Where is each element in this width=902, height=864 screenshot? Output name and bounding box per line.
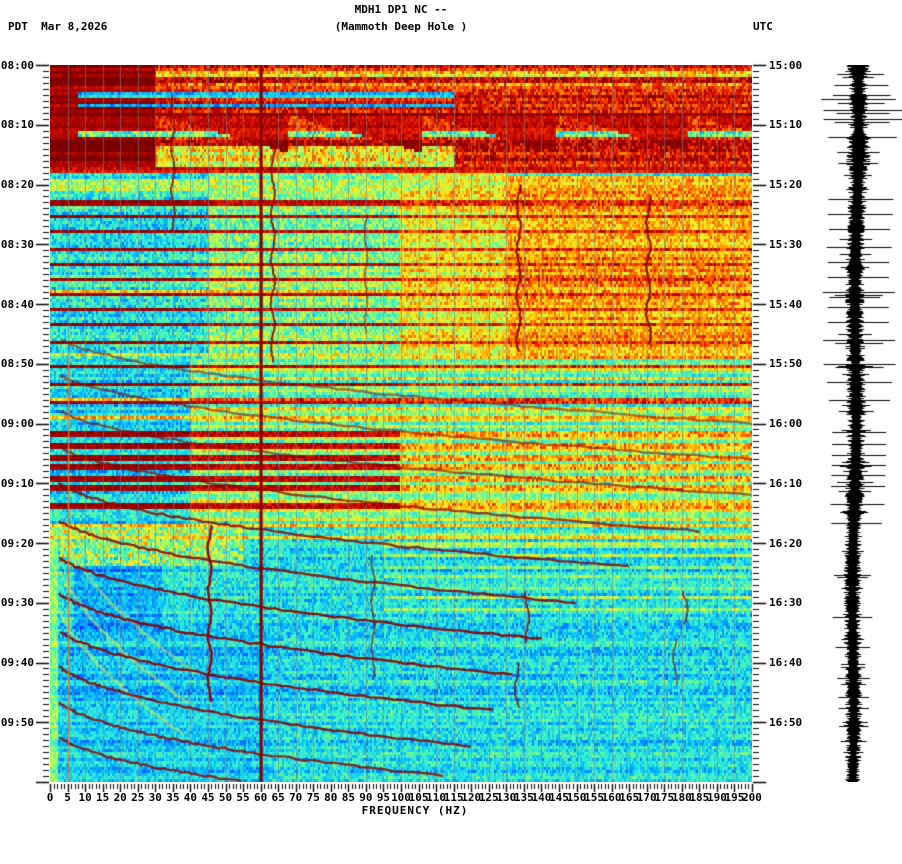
freq-tick-label: 200 bbox=[742, 791, 762, 804]
time-label-pdt: 08:00 bbox=[0, 58, 34, 72]
freq-tick-label: 140 bbox=[531, 791, 552, 804]
freq-tick-label: 110 bbox=[426, 791, 447, 804]
time-label-utc: 16:30 bbox=[769, 596, 803, 610]
time-label-utc: 16:10 bbox=[769, 476, 803, 490]
spectrogram-heatmap bbox=[50, 65, 752, 782]
time-label-utc: 15:10 bbox=[769, 118, 803, 132]
freq-tick-label: 155 bbox=[584, 791, 604, 804]
time-label-pdt: 08:40 bbox=[0, 297, 34, 311]
x-axis-title: FREQUENCY (HZ) bbox=[361, 804, 469, 817]
freq-tick-label: 60 bbox=[253, 791, 268, 804]
time-label-pdt: 09:50 bbox=[0, 715, 34, 729]
freq-tick-label: 100 bbox=[391, 791, 411, 804]
freq-tick-label: 145 bbox=[549, 791, 569, 804]
right-timezone-label: UTC bbox=[753, 20, 773, 33]
freq-tick-label: 135 bbox=[513, 791, 534, 804]
freq-tick-label: 50 bbox=[218, 791, 233, 804]
freq-tick-label: 65 bbox=[271, 791, 285, 804]
freq-tick-label: 90 bbox=[359, 791, 373, 804]
freq-tick-label: 120 bbox=[461, 791, 482, 804]
freq-tick-label: 170 bbox=[636, 791, 657, 804]
freq-tick-label: 175 bbox=[654, 791, 675, 804]
freq-tick-label: 80 bbox=[324, 791, 338, 804]
helicorder-trace bbox=[808, 65, 902, 782]
freq-tick-label: 150 bbox=[566, 791, 587, 804]
time-label-utc: 16:40 bbox=[769, 656, 803, 669]
freq-tick-label: 185 bbox=[689, 791, 710, 804]
freq-tick-label: 35 bbox=[166, 791, 180, 804]
time-label-pdt: 09:00 bbox=[0, 417, 34, 430]
time-label-pdt: 09:10 bbox=[0, 476, 34, 490]
time-label-pdt: 08:30 bbox=[0, 237, 34, 251]
figure-subtitle: (Mammoth Deep Hole ) bbox=[334, 20, 468, 33]
time-label-utc: 15:00 bbox=[769, 58, 803, 72]
freq-tick-label: 130 bbox=[496, 791, 517, 804]
freq-tick-label: 10 bbox=[78, 791, 92, 804]
freq-tick-label: 0 bbox=[46, 791, 54, 804]
freq-tick-label: 45 bbox=[201, 791, 215, 804]
freq-tick-label: 5 bbox=[64, 791, 71, 804]
time-label-pdt: 09:30 bbox=[0, 596, 34, 610]
freq-tick-label: 70 bbox=[289, 791, 303, 804]
time-label-utc: 15:30 bbox=[769, 237, 803, 251]
freq-tick-label: 25 bbox=[131, 791, 145, 804]
freq-tick-label: 20 bbox=[113, 791, 127, 804]
freq-tick-label: 95 bbox=[376, 791, 391, 804]
figure-title: MDH1 DP1 NC -- bbox=[354, 3, 448, 16]
time-label-utc: 15:50 bbox=[769, 357, 803, 371]
freq-tick-label: 105 bbox=[408, 791, 429, 804]
freq-tick-label: 160 bbox=[601, 791, 622, 804]
left-timezone-date-label: PDT Mar 8,2026 bbox=[8, 20, 108, 33]
freq-tick-label: 195 bbox=[724, 791, 745, 804]
time-label-utc: 16:00 bbox=[769, 417, 803, 430]
freq-tick-label: 125 bbox=[478, 791, 499, 804]
time-label-utc: 15:40 bbox=[769, 297, 803, 311]
time-label-pdt: 08:20 bbox=[0, 178, 34, 191]
time-label-pdt: 09:40 bbox=[0, 656, 34, 669]
freq-tick-label: 75 bbox=[306, 791, 320, 804]
freq-tick-label: 180 bbox=[671, 791, 692, 804]
freq-tick-label: 40 bbox=[183, 791, 198, 804]
freq-tick-label: 190 bbox=[706, 791, 727, 804]
freq-tick-label: 30 bbox=[148, 791, 162, 804]
time-label-utc: 15:20 bbox=[769, 178, 803, 191]
freq-tick-label: 165 bbox=[619, 791, 640, 804]
freq-tick-label: 55 bbox=[236, 791, 250, 804]
time-label-utc: 16:20 bbox=[769, 536, 803, 550]
time-label-pdt: 08:10 bbox=[0, 118, 34, 132]
time-label-pdt: 08:50 bbox=[0, 357, 34, 371]
freq-tick-label: 115 bbox=[443, 791, 464, 804]
freq-tick-label: 15 bbox=[96, 791, 110, 804]
time-label-utc: 16:50 bbox=[769, 715, 803, 729]
freq-tick-label: 85 bbox=[341, 791, 355, 804]
time-label-pdt: 09:20 bbox=[0, 536, 34, 550]
